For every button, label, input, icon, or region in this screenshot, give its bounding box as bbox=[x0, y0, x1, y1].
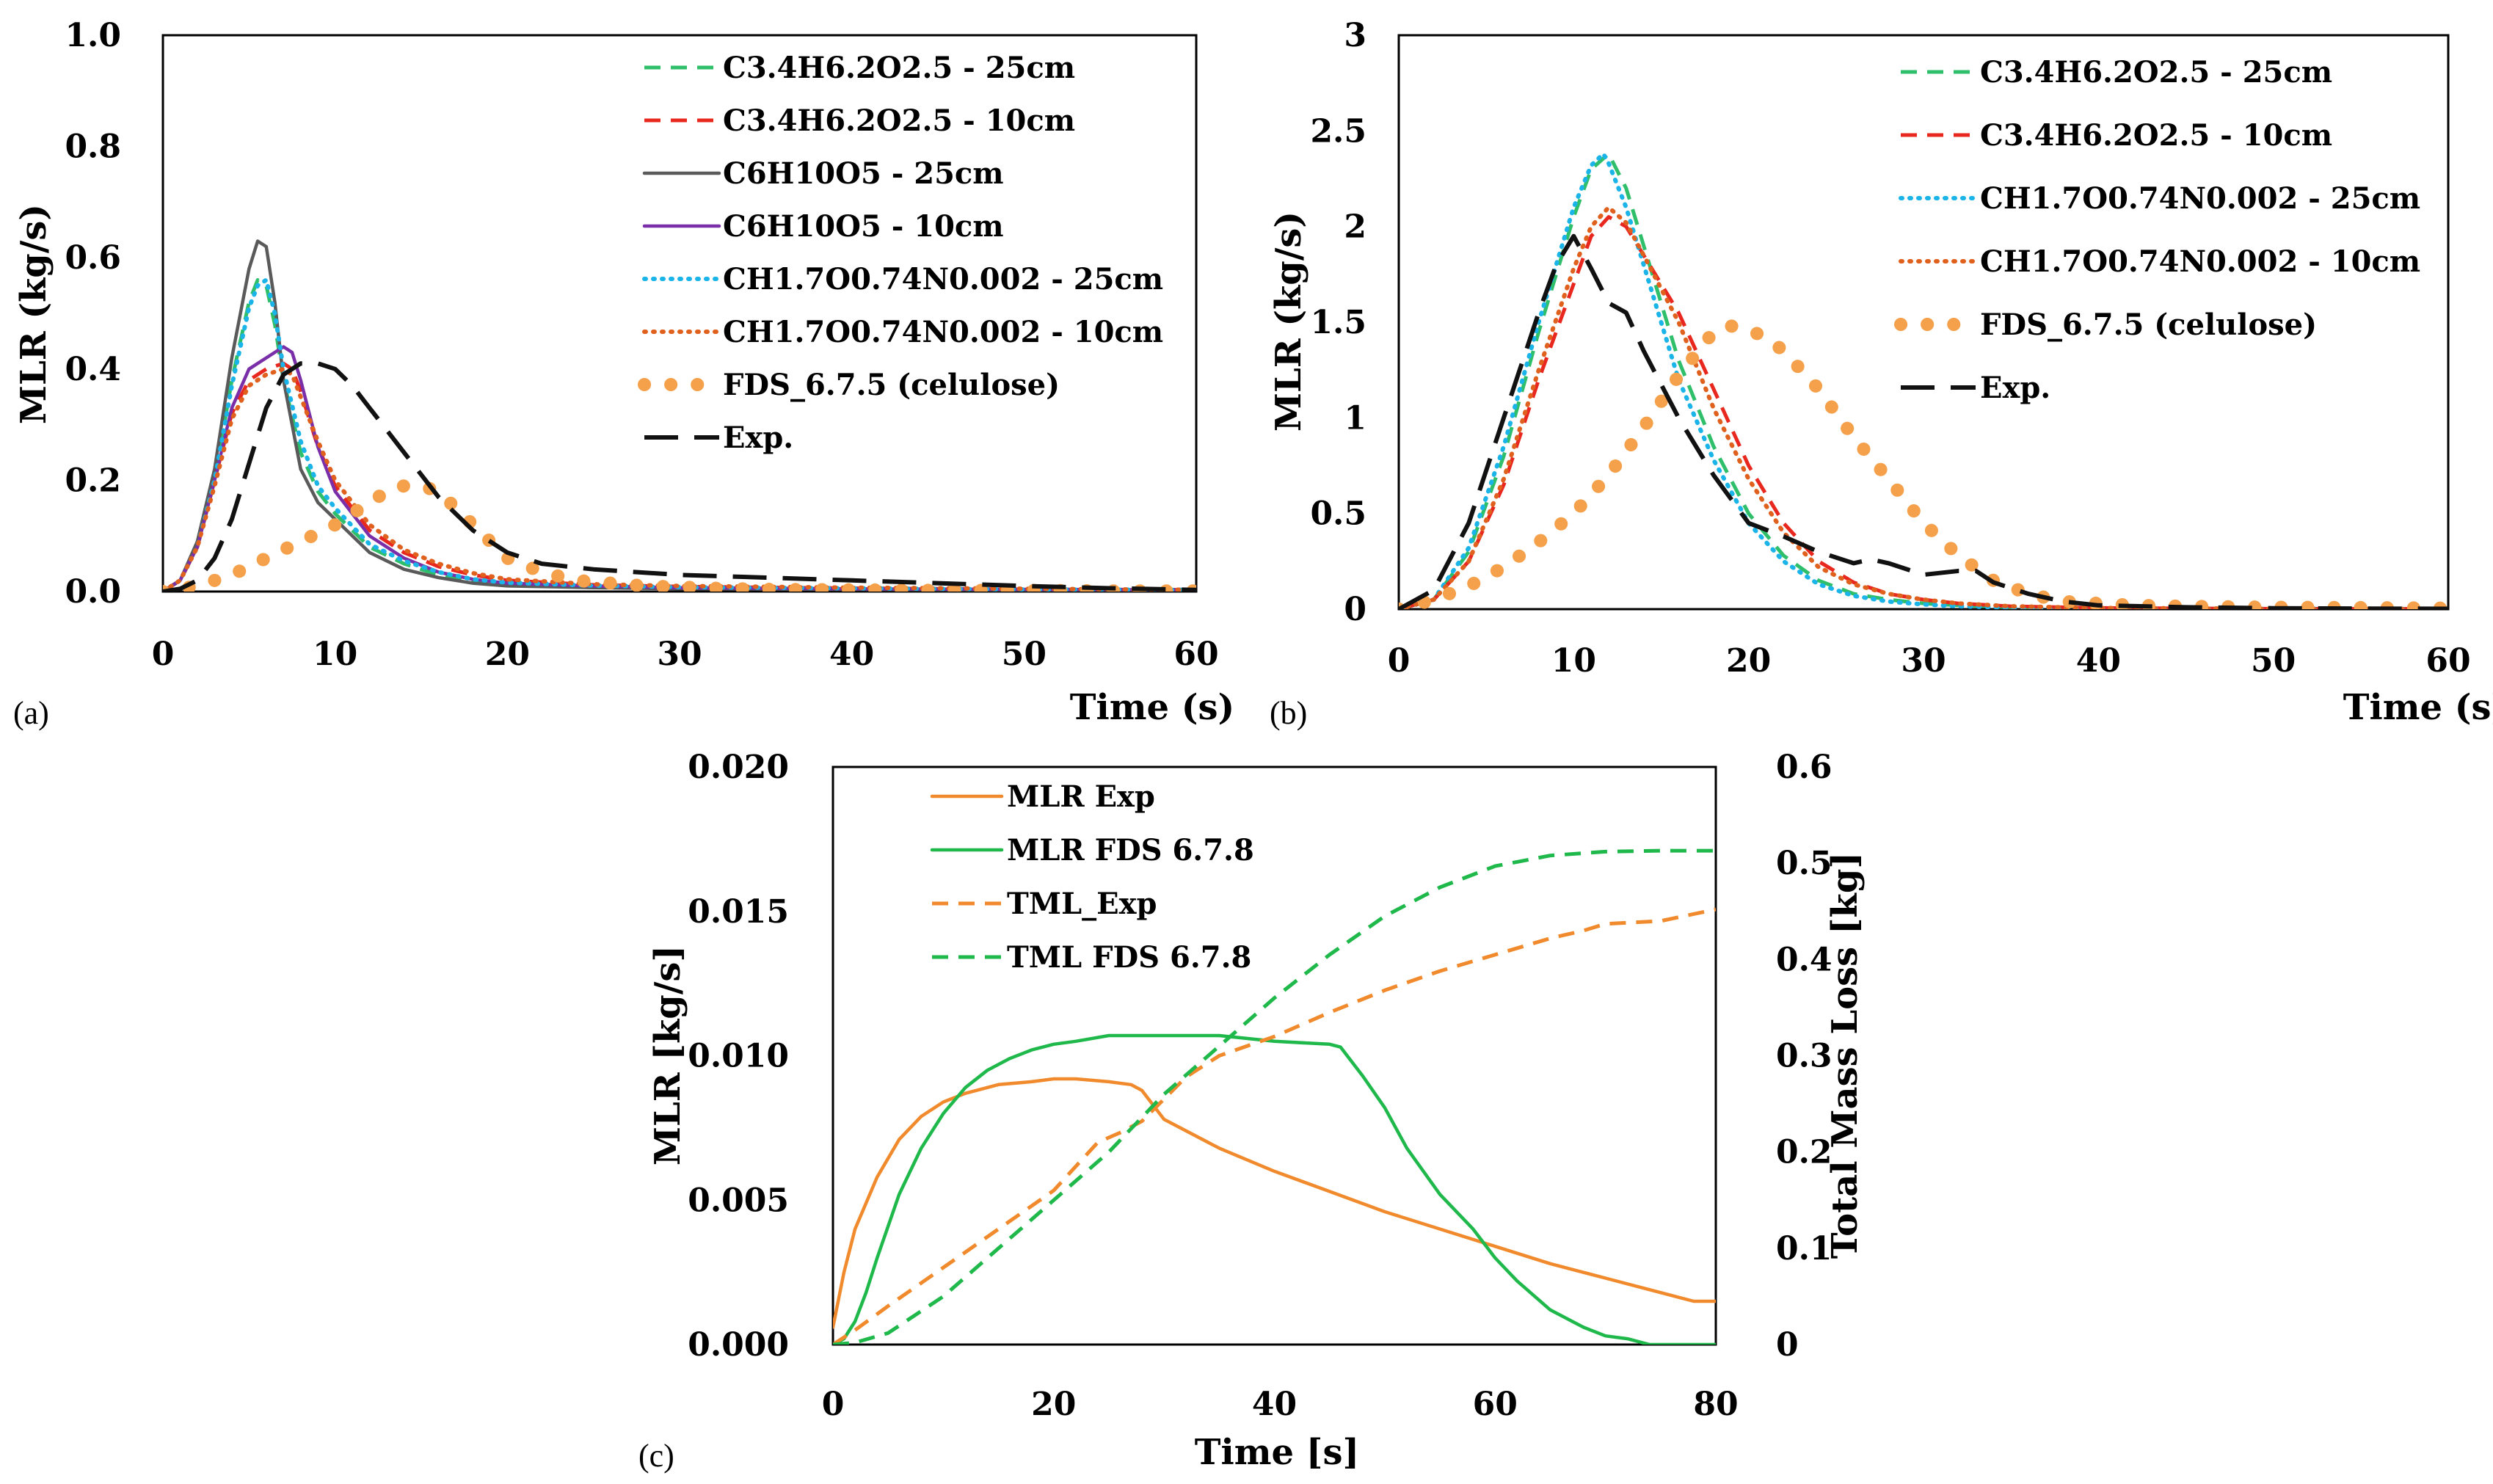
chart-panel-2: 0 20 40 60 80 0.000 0.005 0.010 0.015 0.020 0 0.1 0.… bbox=[638, 749, 1866, 1474]
legend-entry: TML_Exp bbox=[1007, 887, 1157, 921]
x-tick-label: 10 bbox=[313, 636, 357, 673]
x-tick-label: 60 bbox=[1473, 1386, 1518, 1423]
series-line-exp- bbox=[1399, 233, 2448, 609]
panel-label: (b) bbox=[1270, 695, 1307, 731]
series-line-mlr-fds-6-7-8 bbox=[833, 1033, 1716, 1345]
x-tick-label: 60 bbox=[2425, 642, 2470, 680]
y2-tick-label: 0.6 bbox=[1776, 749, 1833, 786]
y2-tick-label: 0.1 bbox=[1776, 1230, 1833, 1267]
x-tick-label: 80 bbox=[1693, 1386, 1738, 1423]
y-tick-label: 0.6 bbox=[65, 239, 121, 277]
x-tick-label: 20 bbox=[1031, 1386, 1076, 1423]
x-axis-title: Time (s) bbox=[2343, 687, 2493, 728]
y-axis-title: MLR (kg/s) bbox=[1268, 211, 1309, 432]
chart-panel-1: 0 10 20 30 40 50 60 0 0.5 1 1.5 2 2.5 3 Time (s) MLR (k… bbox=[1268, 17, 2493, 731]
x-axis-title: Time (s) bbox=[1070, 687, 1234, 728]
chart-panel-0: 0 10 20 30 40 50 60 0.0 0.2 0.4 0.6 0.8 1.0 Time (s) M… bbox=[13, 17, 1234, 731]
y-tick-label: 3 bbox=[1344, 17, 1366, 54]
y-tick-label: 1.0 bbox=[65, 17, 121, 54]
y-tick-label: 2.5 bbox=[1310, 112, 1366, 150]
x-tick-label: 0 bbox=[1388, 642, 1411, 680]
legend-entry: Exp. bbox=[723, 421, 793, 455]
x-tick-label: 40 bbox=[829, 636, 874, 673]
legend-entry: FDS_6.7.5 (celulose) bbox=[1980, 308, 2317, 342]
series-line-ch1-7o0-74n0-002-10cm bbox=[1399, 205, 2448, 609]
y-tick-label: 0.4 bbox=[65, 351, 121, 388]
y2-tick-label: 0.4 bbox=[1776, 941, 1833, 978]
x-tick-label: 0 bbox=[152, 636, 175, 673]
x-tick-label: 40 bbox=[2076, 642, 2121, 680]
y-tick-label: 1.5 bbox=[1310, 304, 1366, 341]
series-line-mlr-exp bbox=[833, 1077, 1716, 1329]
y2-tick-label: 0 bbox=[1776, 1326, 1799, 1364]
y-tick-label: 0.5 bbox=[1310, 495, 1366, 533]
y2-axis-title: Total Mass Loss [kg] bbox=[1824, 852, 1866, 1259]
y2-tick-label: 0.5 bbox=[1776, 845, 1833, 882]
x-axis-title: Time [s] bbox=[1195, 1432, 1359, 1473]
y-tick-label: 0.0 bbox=[65, 573, 121, 611]
legend-entry: CH1.7O0.74N0.002 - 25cm bbox=[723, 262, 1163, 297]
y-axis-title: MLR [kg/s] bbox=[647, 945, 688, 1165]
y-tick-label: 0.020 bbox=[688, 749, 789, 786]
y-tick-label: 0 bbox=[1344, 591, 1366, 628]
legend-entry: C6H10O5 - 10cm bbox=[723, 209, 1004, 244]
series-line-exp- bbox=[163, 361, 1196, 592]
legend-entry: Exp. bbox=[1980, 371, 2050, 405]
x-tick-label: 50 bbox=[1002, 636, 1047, 673]
x-tick-label: 40 bbox=[1252, 1386, 1297, 1423]
x-tick-label: 10 bbox=[1551, 642, 1596, 680]
plot-frame bbox=[161, 34, 1198, 593]
legend-entry: C3.4H6.2O2.5 - 10cm bbox=[723, 103, 1075, 138]
legend-entry: MLR FDS 6.7.8 bbox=[1007, 833, 1254, 868]
series-line-ch1-7o0-74n0-002-10cm bbox=[163, 366, 1196, 592]
legend-entry: MLR Exp bbox=[1007, 779, 1155, 814]
x-tick-label: 50 bbox=[2251, 642, 2296, 680]
y-tick-label: 0.8 bbox=[65, 128, 121, 166]
x-tick-label: 20 bbox=[1726, 642, 1771, 680]
y-tick-label: 2 bbox=[1344, 208, 1366, 246]
y-tick-label: 0.2 bbox=[65, 462, 121, 499]
legend-entry: C3.4H6.2O2.5 - 25cm bbox=[723, 51, 1075, 85]
series-group bbox=[1399, 151, 2448, 609]
y-tick-label: 0.010 bbox=[688, 1038, 789, 1075]
legend-entry: C3.4H6.2O2.5 - 10cm bbox=[1980, 118, 2332, 153]
x-tick-label: 0 bbox=[822, 1386, 845, 1423]
x-tick-label: 30 bbox=[1901, 642, 1946, 680]
panel-label: (a) bbox=[13, 695, 49, 731]
y2-tick-label: 0.2 bbox=[1776, 1134, 1833, 1171]
x-tick-label: 20 bbox=[485, 636, 530, 673]
y-tick-label: 0.015 bbox=[688, 893, 789, 931]
y-tick-label: 1 bbox=[1344, 399, 1366, 437]
series-line-ch1-7o0-74n0-002-25cm bbox=[1399, 151, 2448, 609]
series-group bbox=[163, 239, 1196, 592]
x-tick-label: 30 bbox=[657, 636, 702, 673]
legend-entry: TML FDS 6.7.8 bbox=[1007, 940, 1251, 975]
x-tick-label: 60 bbox=[1173, 636, 1218, 673]
y2-tick-label: 0.3 bbox=[1776, 1038, 1833, 1075]
legend-entry: CH1.7O0.74N0.002 - 25cm bbox=[1980, 181, 2420, 216]
y-axis-title: MLR (kg/s) bbox=[13, 204, 54, 424]
legend-entry: C6H10O5 - 25cm bbox=[723, 156, 1004, 191]
plot-frame bbox=[831, 765, 1717, 1346]
legend-entry: CH1.7O0.74N0.002 - 10cm bbox=[723, 315, 1163, 349]
legend-entry: C3.4H6.2O2.5 - 25cm bbox=[1980, 55, 2332, 90]
y-tick-label: 0.005 bbox=[688, 1182, 789, 1219]
series-line-fds-6-7-5-celulose- bbox=[1399, 319, 2448, 609]
panel-label: (c) bbox=[638, 1438, 674, 1474]
y-tick-label: 0.000 bbox=[688, 1326, 789, 1364]
legend-entry: CH1.7O0.74N0.002 - 10cm bbox=[1980, 244, 2420, 279]
legend-entry: FDS_6.7.5 (celulose) bbox=[723, 368, 1060, 402]
series-group bbox=[833, 848, 1716, 1345]
series-line-tml-exp bbox=[833, 907, 1716, 1345]
series-line-tml-fds-6-7-8 bbox=[833, 848, 1716, 1345]
